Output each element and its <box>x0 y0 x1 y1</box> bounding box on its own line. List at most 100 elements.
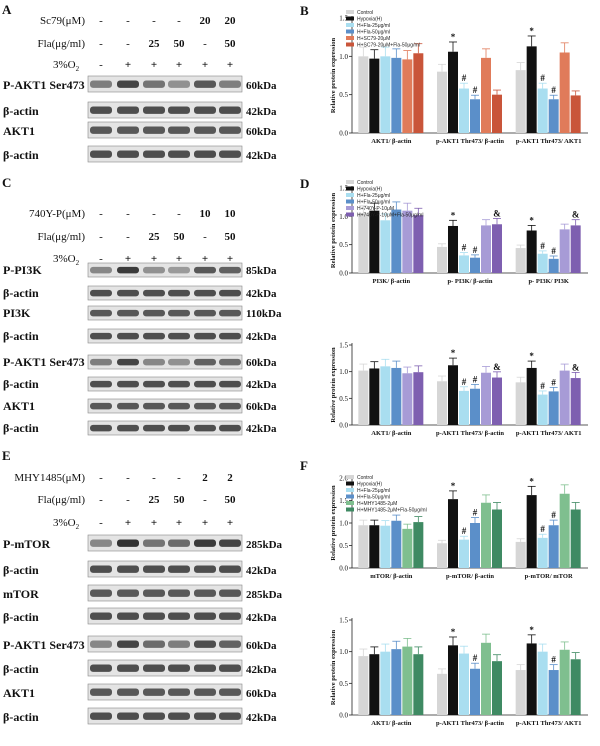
condition-value: - <box>152 472 156 484</box>
legend-label: H+Fla-50μg/ml <box>357 495 390 501</box>
bar <box>437 71 447 133</box>
significance-mark: # <box>473 374 478 384</box>
blot-kda: 60kDa <box>246 80 277 92</box>
bar <box>559 229 570 273</box>
condition-value: + <box>151 253 157 265</box>
blot-band <box>117 664 139 672</box>
condition-label: Sc79(μM) <box>40 15 85 27</box>
bar <box>391 209 402 273</box>
blot-band <box>219 539 241 547</box>
x-tick-label: p- PI3K/ β-actin <box>448 278 493 285</box>
condition-value: + <box>151 59 157 71</box>
bar <box>548 258 559 273</box>
condition-value: + <box>202 59 208 71</box>
blot-band <box>168 402 190 410</box>
blot-band <box>168 309 190 317</box>
blot-band <box>143 150 165 158</box>
panel-letter: A <box>2 2 12 17</box>
panel-c: C 740Y-P(μM) - - - - 10 10 Fla(μg/ml) - - 25 50 - 50 3%… <box>2 175 282 436</box>
bar <box>470 99 480 133</box>
blot-kda: 60kDa <box>246 126 277 138</box>
blot-band <box>168 612 190 620</box>
condition-value: - <box>126 15 130 27</box>
bar <box>358 370 369 425</box>
bar <box>492 377 502 425</box>
legend-swatch <box>346 206 354 210</box>
panel-letter: B <box>300 3 309 18</box>
blot-band <box>219 80 241 88</box>
condition-value: 2 <box>227 472 233 484</box>
bar <box>526 367 537 425</box>
blot-label: AKT1 <box>3 124 35 138</box>
bar <box>391 367 402 425</box>
blot-kda: 42kDa <box>246 664 277 676</box>
legend-swatch <box>346 42 354 47</box>
y-tick-label: 1.0 <box>339 648 348 656</box>
legend-swatch <box>346 501 354 505</box>
bar <box>413 654 424 715</box>
significance-mark: # <box>540 524 545 534</box>
blot-kda: 42kDa <box>246 331 277 343</box>
blot-band <box>90 126 112 134</box>
blot-kda: 285kDa <box>246 539 283 551</box>
blot-band <box>168 565 190 573</box>
blot-band <box>219 380 241 388</box>
blot-label: β-actin <box>3 148 39 162</box>
bar <box>492 94 502 133</box>
blot-band <box>168 106 190 114</box>
bar <box>358 525 369 568</box>
condition-value: 50 <box>174 231 186 243</box>
condition-value: - <box>99 15 103 27</box>
bar <box>413 372 424 425</box>
condition-label: Fla(μg/ml) <box>38 38 86 50</box>
bar <box>515 670 526 715</box>
significance-mark: & <box>493 208 501 218</box>
blot-band <box>194 309 216 317</box>
bar <box>537 537 548 568</box>
legend-swatch <box>346 199 354 204</box>
y-axis-label: Relative protein expression <box>330 347 337 423</box>
bar <box>526 643 537 715</box>
bar <box>526 495 537 568</box>
condition-value: 2 <box>202 472 208 484</box>
blot-band <box>194 402 216 410</box>
blot-band <box>143 640 165 648</box>
legend-swatch <box>346 494 354 499</box>
blot-band <box>117 332 139 340</box>
blot-band <box>219 402 241 410</box>
legend-swatch <box>346 36 354 40</box>
bar <box>380 56 391 134</box>
blot-band <box>143 309 165 317</box>
y-tick-label: 0.0 <box>339 565 348 573</box>
blot-band <box>117 150 139 158</box>
bar <box>369 58 380 134</box>
significance-mark: * <box>451 627 456 637</box>
condition-label: 3%O2 <box>53 517 80 531</box>
bar <box>481 502 491 568</box>
x-tick-label: p-AKT1 Thr473/ β-actin <box>436 430 504 437</box>
bar <box>515 70 526 133</box>
blot-band <box>90 688 112 696</box>
blot-band <box>143 688 165 696</box>
blot-band <box>143 358 165 366</box>
bar <box>448 51 458 133</box>
condition-value: 50 <box>174 494 186 506</box>
bar <box>537 394 548 425</box>
condition-value: - <box>99 231 103 243</box>
y-tick-label: 0.0 <box>339 712 348 720</box>
significance-mark: # <box>551 377 556 387</box>
x-tick-label: p-mTOR/ mTOR <box>525 573 573 580</box>
legend-swatch <box>346 481 354 486</box>
condition-value: - <box>152 15 156 27</box>
blot-band <box>219 589 241 597</box>
blot-label: mTOR <box>3 587 39 601</box>
y-tick-label: 1.0 <box>339 53 348 61</box>
chart-legend: ControlHypoxia(H)H+Fla-25μg/mlH+Fla-50μg… <box>346 180 423 219</box>
bar <box>437 246 447 273</box>
blot-band <box>117 712 139 720</box>
blot-band <box>194 126 216 134</box>
legend-label: Control <box>357 475 373 481</box>
significance-mark: * <box>451 210 456 220</box>
bar <box>481 642 491 715</box>
